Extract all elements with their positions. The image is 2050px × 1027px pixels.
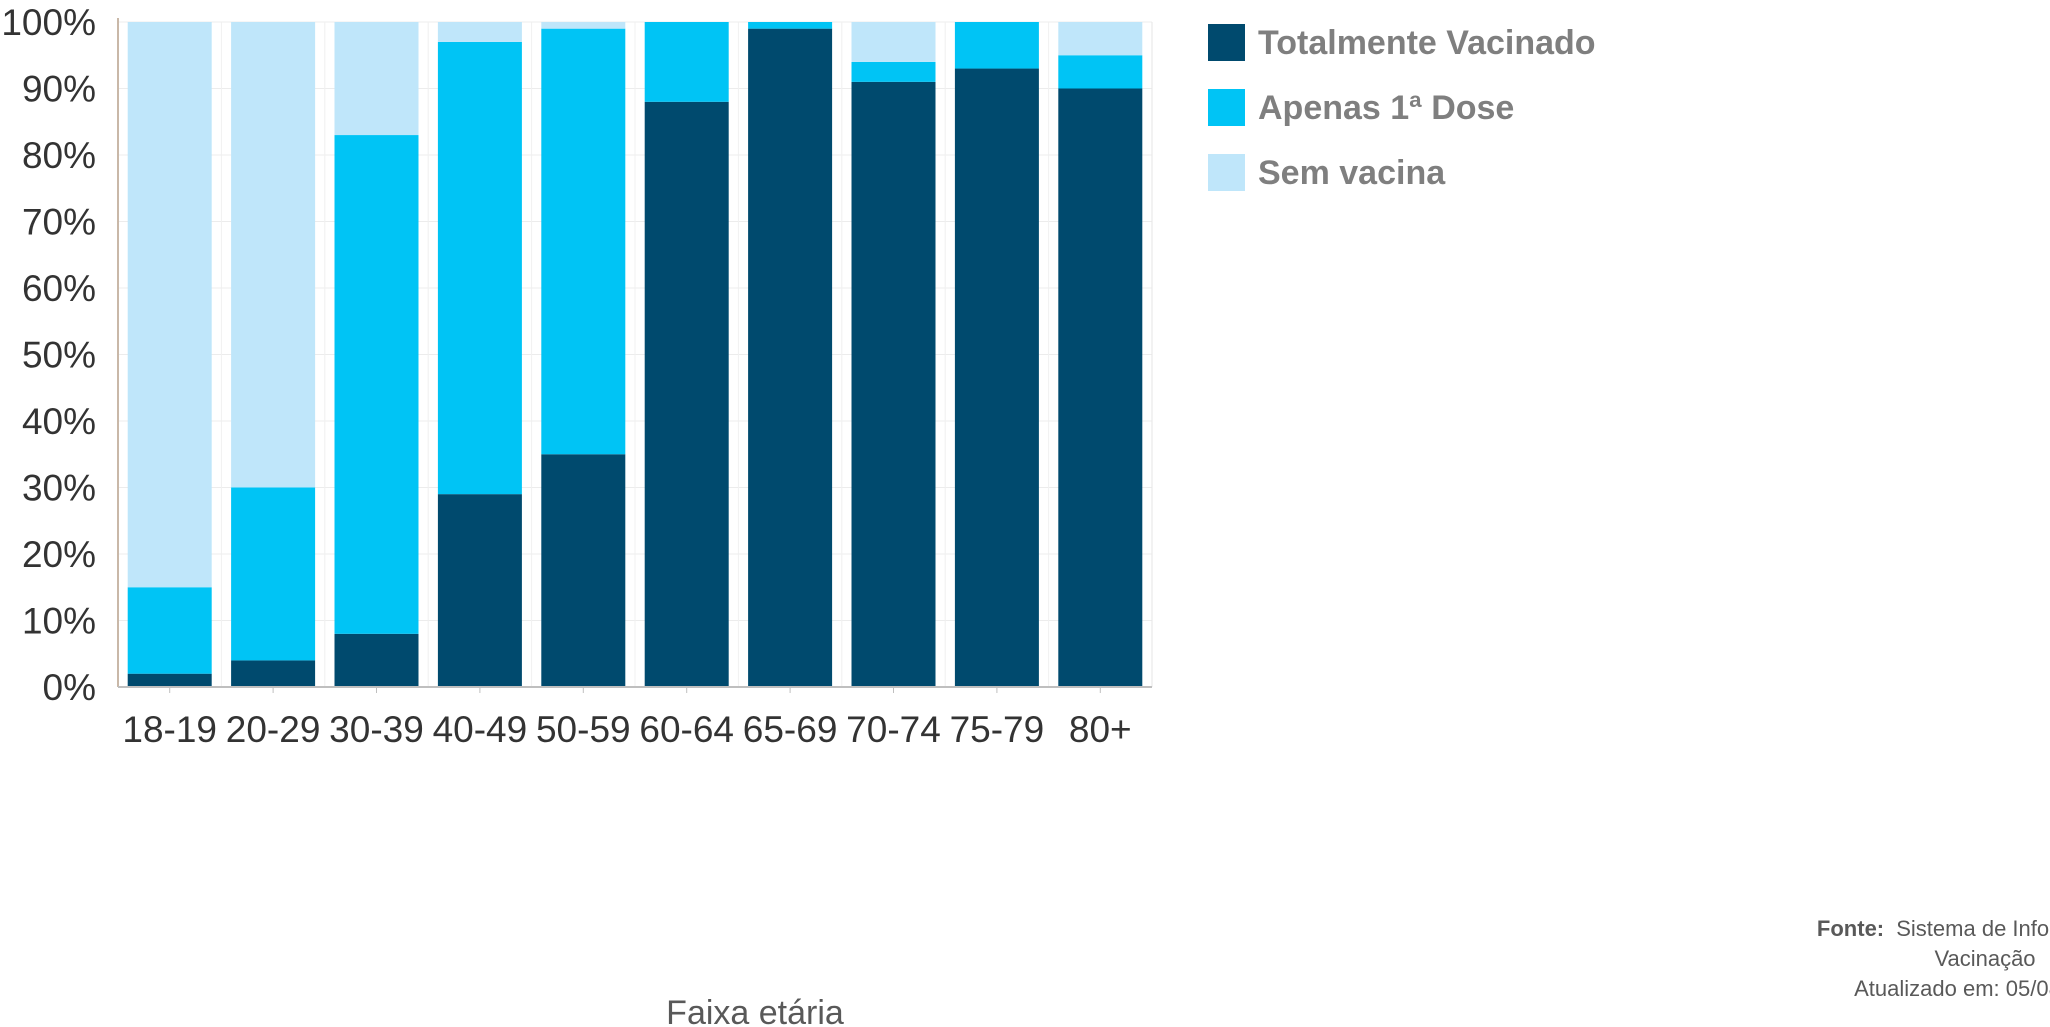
x-tick-label: 65-69 [743,709,838,750]
bar-segment [128,674,212,687]
bar-segment [748,22,832,29]
x-axis-title: Faixa etária [666,994,844,1027]
x-tick-label: 20-29 [226,709,321,750]
x-tick-label: 60-64 [639,709,734,750]
bar-segment [438,494,522,687]
bar-segment [335,634,419,687]
bar-segment [1058,89,1142,688]
y-tick-label: 10% [22,601,96,642]
bar-segment [438,42,522,494]
bar-segment [955,22,1039,69]
source-updated: Atualizado em: 05/08/2021 [1854,976,2050,1001]
legend-swatch [1208,154,1245,191]
bar-segment [231,22,315,488]
bar-segment [955,69,1039,687]
svg-text:Fonte: Sistema de Inform: Fonte: Sistema de Informação de [1817,916,2050,941]
bar-segment [231,488,315,661]
y-tick-label: 50% [22,335,96,376]
legend-swatch [1208,89,1245,126]
y-tick-label: 60% [22,268,96,309]
source-note: Fonte: Sistema de Informação de Vacinaçã… [1817,916,2050,1001]
bar-segment [231,660,315,687]
bar-segment [335,22,419,135]
y-tick-label: 70% [22,202,96,243]
bar-segment [438,22,522,42]
bar-segment [852,22,936,62]
x-tick-label: 18-19 [122,709,217,750]
x-tick-label: 75-79 [950,709,1045,750]
bar-segment [645,22,729,102]
source-line2: Vacinação [1934,946,2035,971]
bar-segment [128,587,212,673]
y-tick-label: 20% [22,534,96,575]
y-tick-label: 90% [22,69,96,110]
y-tick-label: 0% [43,667,96,708]
bar-segment [1058,55,1142,88]
y-tick-label: 80% [22,135,96,176]
legend-label: Apenas 1ª Dose [1258,89,1514,127]
bar-segment [541,29,625,455]
source-line1: Sistema de Informação de [1896,916,2050,941]
legend-swatch [1208,24,1245,61]
bar-segment [645,102,729,687]
bar-segment [1058,22,1142,55]
source-label: Fonte: [1817,916,1884,941]
bar-segment [748,29,832,687]
bar-segment [541,22,625,29]
legend-label: Totalmente Vacinado [1258,24,1596,62]
legend: Totalmente Vacinado Apenas 1ª Dose Sem vac… [1208,24,1596,192]
bar-segment [335,135,419,634]
bar-segment [852,62,936,82]
bar-segment [541,454,625,687]
x-tick-label: 40-49 [433,709,528,750]
y-tick-label: 40% [22,401,96,442]
legend-label: Sem vacina [1258,154,1446,192]
bar-segment [128,22,212,587]
x-tick-label: 70-74 [846,709,941,750]
x-tick-label: 80+ [1069,709,1132,750]
x-tick-label: 50-59 [536,709,631,750]
bar-segment [852,82,936,687]
y-tick-label: 30% [22,468,96,509]
y-tick-label: 100% [1,2,96,43]
x-tick-label: 30-39 [329,709,424,750]
